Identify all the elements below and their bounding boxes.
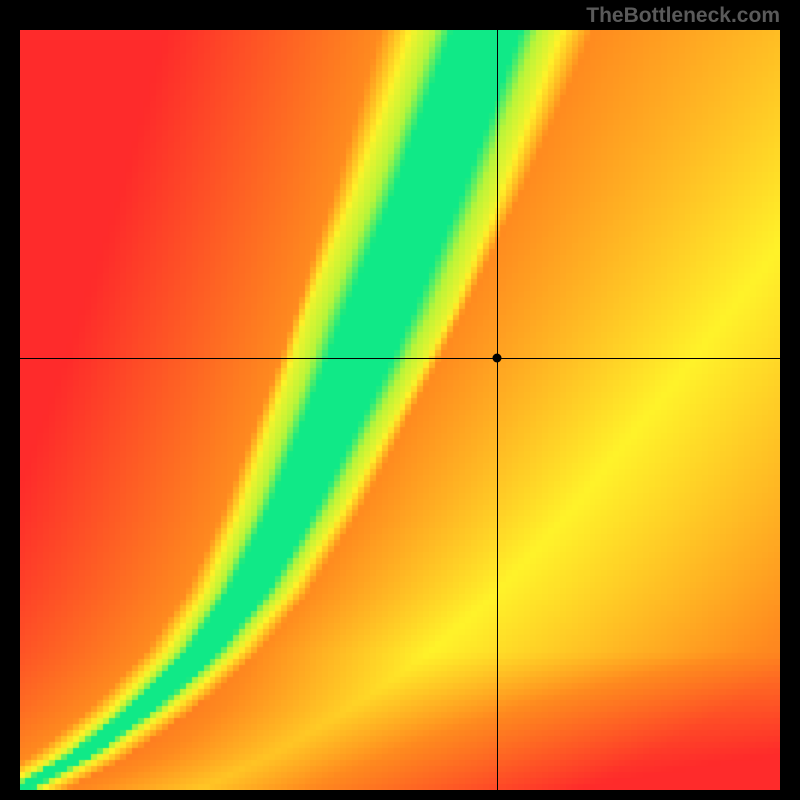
crosshair-vertical xyxy=(497,30,498,790)
crosshair-horizontal xyxy=(20,358,780,359)
crosshair-marker xyxy=(493,354,502,363)
watermark-text: TheBottleneck.com xyxy=(586,4,780,28)
heatmap-canvas xyxy=(20,30,780,790)
figure-frame: TheBottleneck.com xyxy=(0,0,800,800)
heatmap-plot xyxy=(20,30,780,790)
